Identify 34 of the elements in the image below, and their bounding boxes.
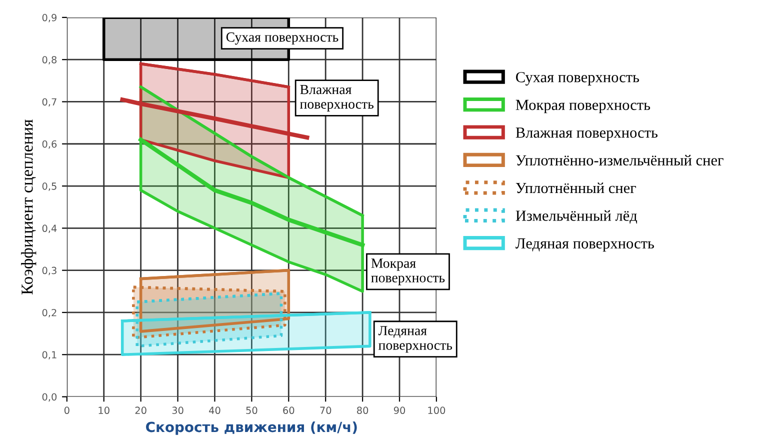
legend-label: Измельчённый лёд — [516, 210, 638, 224]
x-tick-label: 80 — [357, 406, 368, 414]
x-tick-label: 40 — [209, 406, 220, 414]
x-tick-label: 10 — [98, 406, 110, 414]
legend-label: Сухая поверхность — [516, 72, 640, 86]
legend-label: Мокрая поверхность — [516, 100, 650, 114]
x-tick-label: 50 — [246, 406, 258, 414]
annotation: Сухая поверхность — [226, 32, 338, 45]
y-tick-label: 0,6 — [42, 140, 57, 149]
legend-label: Ледяная поверхность — [516, 238, 654, 252]
x-tick-label: 100 — [428, 406, 446, 414]
legend-label: Влажная поверхность — [516, 128, 658, 141]
y-axis-title: Коэффициент сцепления — [21, 120, 36, 294]
x-axis-title: Скорость движения (км/ч) — [146, 421, 357, 435]
annotation: Ледяная поверхность — [378, 326, 452, 353]
y-tick-label: 0,4 — [42, 224, 57, 233]
y-tick-label: 0,1 — [42, 351, 56, 360]
x-tick-label: 0 — [64, 406, 70, 414]
y-tick-label: 0,8 — [42, 56, 57, 64]
legend-label: Уплотнённый снег — [516, 182, 636, 194]
annotation: Влажная поверхность — [300, 84, 374, 112]
legend-label: Уплотнённо-измельчённый снег — [516, 154, 724, 166]
y-tick-label: 0,5 — [42, 182, 56, 191]
y-tick-label: 0,9 — [42, 14, 57, 22]
x-tick-label: 30 — [172, 406, 184, 414]
y-tick-label: 0,0 — [42, 393, 57, 402]
x-tick-label: 60 — [283, 406, 294, 414]
annotation: Мокрая поверхность — [371, 258, 445, 286]
x-tick-label: 90 — [394, 406, 406, 414]
x-tick-label: 20 — [135, 406, 146, 414]
x-tick-label: 70 — [320, 406, 332, 414]
y-tick-label: 0,3 — [42, 266, 56, 276]
y-tick-label: 0,7 — [42, 98, 56, 107]
y-tick-label: 0,2 — [42, 308, 56, 318]
